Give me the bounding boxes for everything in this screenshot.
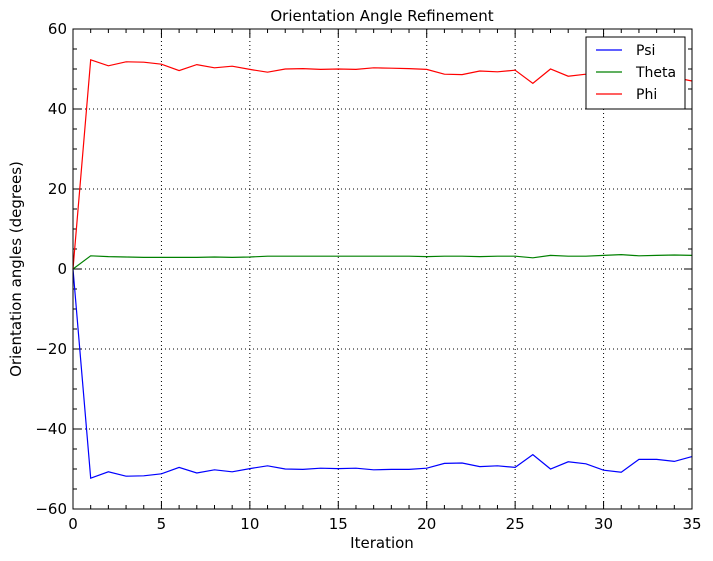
- chart-title: Orientation Angle Refinement: [270, 7, 493, 25]
- legend-box: [585, 36, 686, 110]
- x-tick-label: 15: [329, 515, 348, 533]
- y-tick-label: 0: [57, 260, 67, 278]
- y-tick-label: −60: [35, 500, 67, 518]
- x-tick-label: 0: [68, 515, 78, 533]
- series-line-psi: [72, 268, 693, 480]
- x-tick-label: 10: [240, 515, 259, 533]
- grid: [73, 29, 692, 509]
- x-tick-label: 20: [417, 515, 436, 533]
- x-tick-label: 30: [594, 515, 613, 533]
- legend-label-phi: Phi: [636, 87, 657, 103]
- y-tick-label: −40: [35, 420, 67, 438]
- y-tick-label: −20: [35, 340, 67, 358]
- x-tick-label: 25: [506, 515, 525, 533]
- legend: Psi Theta Phi: [585, 36, 686, 110]
- series-line-theta: [72, 253, 693, 270]
- y-tick-label: 40: [48, 100, 67, 118]
- plot-frame: [72, 28, 693, 510]
- tick-labels: 0 5 10 15 20 25 30 35 −60 −40 −20 0 20 40 60: [35, 20, 701, 533]
- x-axis-label: Iteration: [350, 534, 414, 552]
- y-tick-label: 20: [48, 180, 67, 198]
- x-tick-label: 35: [682, 515, 701, 533]
- x-tick-label: 5: [157, 515, 167, 533]
- legend-label-psi: Psi: [636, 43, 655, 59]
- y-axis-label: Orientation angles (degrees): [7, 161, 25, 377]
- legend-label-theta: Theta: [635, 65, 676, 81]
- y-tick-label: 60: [48, 20, 67, 38]
